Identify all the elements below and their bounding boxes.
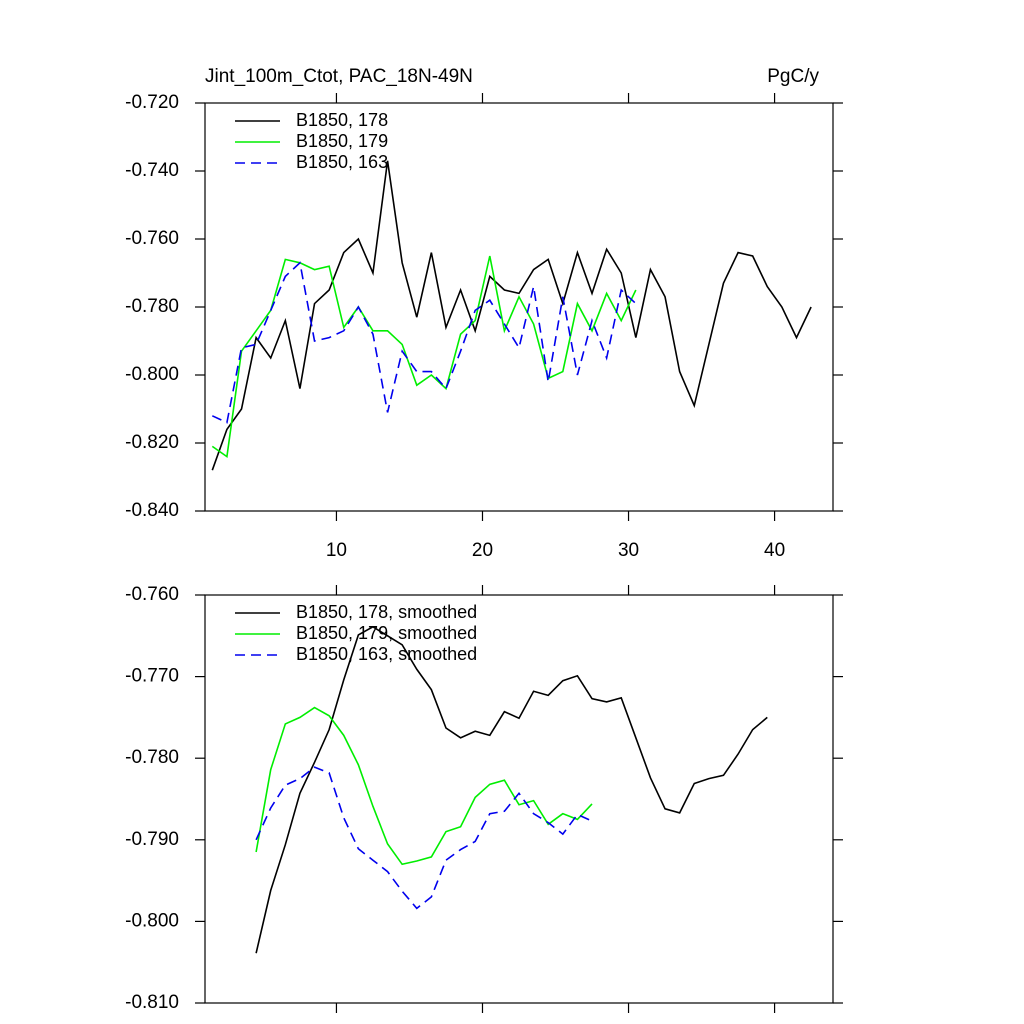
legend-label: B1850, 179 bbox=[296, 131, 388, 151]
y-tick-label: -0.740 bbox=[125, 160, 179, 181]
y-tick-label: -0.760 bbox=[125, 228, 179, 249]
x-tick-label: 10 bbox=[326, 540, 347, 561]
y-tick-label: -0.790 bbox=[125, 829, 179, 850]
x-tick-label: 30 bbox=[618, 540, 639, 561]
y-tick-label: -0.780 bbox=[125, 747, 179, 768]
series-line bbox=[211, 261, 637, 424]
x-tick-label: 40 bbox=[764, 540, 785, 561]
y-tick-label: -0.780 bbox=[125, 296, 179, 317]
y-tick-label: -0.810 bbox=[125, 992, 179, 1013]
legend-label: B1850, 178 bbox=[296, 110, 388, 130]
legend-label: B1850, 163, smoothed bbox=[296, 644, 477, 664]
legend-label: B1850, 179, smoothed bbox=[296, 623, 477, 643]
series-line bbox=[211, 160, 812, 471]
y-tick-label: -0.720 bbox=[125, 92, 179, 113]
y-tick-label: -0.770 bbox=[125, 666, 179, 687]
y-tick-label: -0.760 bbox=[125, 584, 179, 605]
series-line bbox=[211, 255, 637, 459]
series-line bbox=[255, 625, 768, 954]
y-tick-label: -0.800 bbox=[125, 364, 179, 385]
series-line bbox=[255, 706, 593, 866]
chart-title: Jint_100m_Ctot, PAC_18N-49N bbox=[205, 66, 473, 87]
units-label: PgC/y bbox=[767, 66, 819, 87]
y-tick-label: -0.820 bbox=[125, 432, 179, 453]
y-tick-label: -0.800 bbox=[125, 910, 179, 931]
legend-label: B1850, 178, smoothed bbox=[296, 602, 477, 622]
series-line bbox=[255, 766, 593, 910]
legend-label: B1850, 163 bbox=[296, 152, 388, 172]
plot-frame bbox=[204, 594, 834, 1004]
y-tick-label: -0.840 bbox=[125, 500, 179, 521]
x-tick-label: 20 bbox=[472, 540, 493, 561]
